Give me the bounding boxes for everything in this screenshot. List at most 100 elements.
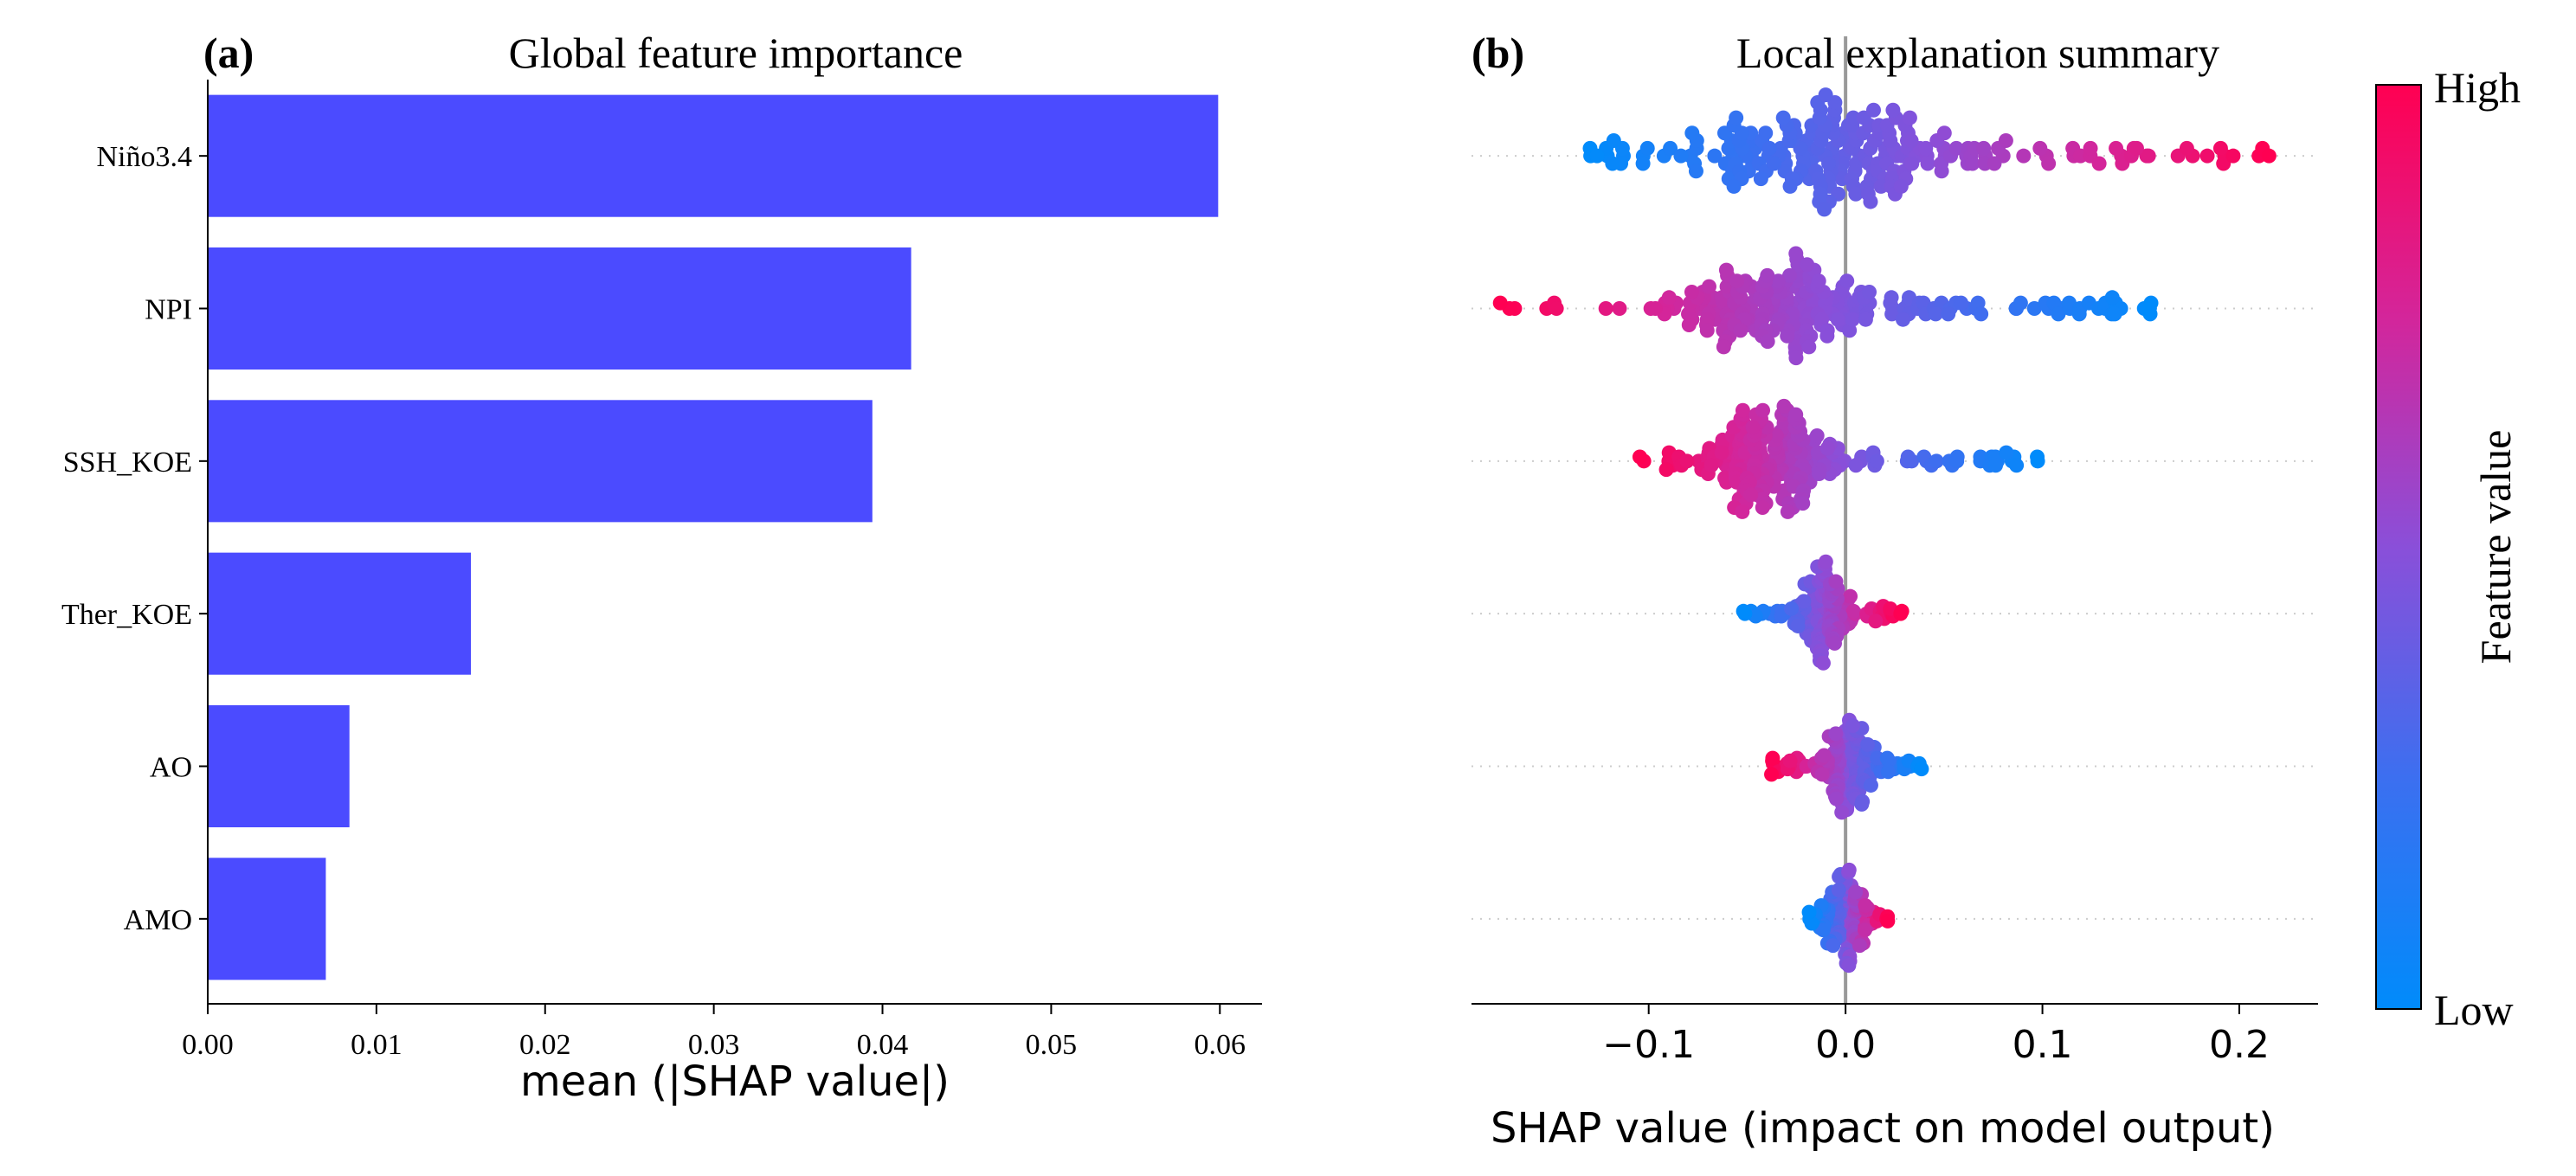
- shap-point: [1809, 428, 1825, 444]
- shap-point: [1780, 328, 1795, 344]
- shap-point: [1598, 301, 1613, 316]
- panel-a-x-ticks: 0.00 0.01 0.02 0.03 0.04 0.05 0.06: [182, 1004, 1246, 1061]
- shap-point: [1701, 279, 1716, 294]
- shap-point: [1795, 496, 1811, 511]
- shap-point: [1716, 339, 1731, 355]
- shap-point: [1760, 334, 1775, 350]
- shap-point: [1784, 601, 1800, 616]
- shap-point: [1768, 428, 1784, 444]
- shap-point: [2026, 301, 2042, 316]
- shap-point: [1801, 339, 1817, 355]
- shap-point: [1852, 938, 1867, 954]
- shap-point: [1914, 762, 1929, 777]
- shap-point: [1999, 445, 2014, 460]
- shap-point: [1845, 312, 1860, 327]
- shap-point: [1988, 458, 2004, 473]
- shap-point: [1764, 767, 1780, 782]
- shap-point: [1941, 306, 1956, 322]
- panel-b-title: Local explanation summary: [1736, 29, 2219, 77]
- panel-b-points: [1492, 87, 2277, 974]
- shap-point: [2261, 148, 2277, 164]
- shap-point: [2041, 156, 2057, 171]
- bar-2: [208, 400, 873, 523]
- category-label-2: SSH_KOE: [63, 447, 192, 479]
- shap-point: [1812, 466, 1827, 481]
- shap-point: [1804, 916, 1819, 931]
- shap-point: [1549, 301, 1564, 316]
- shap-point: [2091, 156, 2107, 171]
- shap-point: [1632, 449, 1647, 465]
- shap-point: [1998, 133, 2013, 149]
- shap-point: [1830, 312, 1845, 327]
- shap-point: [1862, 284, 1877, 299]
- shap-point: [1782, 178, 1798, 194]
- shap-point: [1885, 102, 1901, 118]
- shap-point: [2104, 290, 2120, 305]
- shap-point: [2071, 306, 2087, 322]
- category-label-0: Niño3.4: [97, 141, 193, 173]
- category-label-3: Ther_KOE: [61, 599, 192, 631]
- shap-point: [1714, 445, 1729, 460]
- shap-point: [1743, 487, 1759, 503]
- shap-point: [1841, 862, 1857, 877]
- panel-a-title: Global feature importance: [509, 29, 963, 77]
- shap-point: [1788, 407, 1804, 422]
- shap-point: [1788, 246, 1804, 261]
- shap-point: [2009, 458, 2025, 473]
- panel-a-x-axis-label: mean (|SHAP value|): [520, 1057, 950, 1106]
- category-label-1: NPI: [145, 294, 192, 326]
- shap-point: [1827, 635, 1843, 651]
- shap-point: [1987, 156, 2002, 171]
- shap-point: [1841, 958, 1857, 974]
- shap-point: [1880, 764, 1896, 780]
- shap-point: [1818, 554, 1833, 569]
- x-tick-label-3: 0.03: [688, 1029, 740, 1061]
- shap-point: [1679, 453, 1695, 469]
- shap-point: [1904, 453, 1920, 469]
- shap-point: [1826, 938, 1841, 954]
- shap-point: [1639, 140, 1655, 156]
- shap-point: [1781, 267, 1797, 283]
- shap-point: [2109, 140, 2124, 156]
- bar-1: [208, 247, 911, 370]
- shap-point: [1865, 102, 1881, 118]
- shap-point: [1780, 504, 1795, 519]
- bar-4: [208, 704, 350, 828]
- shap-point: [1843, 588, 1858, 604]
- shap-point: [1635, 156, 1651, 171]
- bar-3: [208, 552, 472, 675]
- category-label-4: AO: [150, 752, 192, 784]
- shap-point: [1492, 295, 1508, 311]
- shap-point: [1733, 323, 1748, 338]
- shap-point: [1828, 726, 1844, 742]
- shap-point: [1776, 398, 1792, 414]
- shap-point: [1801, 904, 1817, 920]
- shap-point: [1819, 440, 1835, 456]
- shap-point: [1815, 922, 1831, 938]
- bar-0: [208, 94, 1219, 217]
- shap-point: [1821, 156, 1837, 171]
- shap-point: [2199, 148, 2215, 164]
- x-tick-label-5: 0.05: [1026, 1029, 1078, 1061]
- shap-point: [1880, 913, 1896, 929]
- shap-point: [1869, 453, 1884, 469]
- panel-a-category-labels: Niño3.4 NPI SSH_KOE Ther_KOE AO AMO: [61, 141, 208, 936]
- shap-point: [1974, 306, 1989, 322]
- shap-point: [1893, 178, 1909, 194]
- shap-point: [2032, 140, 2048, 156]
- shap-point: [1707, 148, 1723, 164]
- category-label-5: AMO: [124, 904, 192, 936]
- shap-point: [2142, 306, 2158, 322]
- shap-point: [1902, 110, 1917, 125]
- shap-point: [1949, 453, 1965, 469]
- shap-point: [1816, 748, 1832, 763]
- shap-point: [1766, 156, 1781, 171]
- shap-point: [1828, 574, 1844, 589]
- shap-point: [1884, 306, 1900, 322]
- shap-point: [1848, 186, 1864, 202]
- shap-point: [1684, 125, 1700, 141]
- b-x-tick-label-0: −0.1: [1602, 1023, 1695, 1067]
- shap-point: [1718, 262, 1734, 278]
- shap-point: [1796, 594, 1812, 609]
- shap-point: [1858, 897, 1873, 913]
